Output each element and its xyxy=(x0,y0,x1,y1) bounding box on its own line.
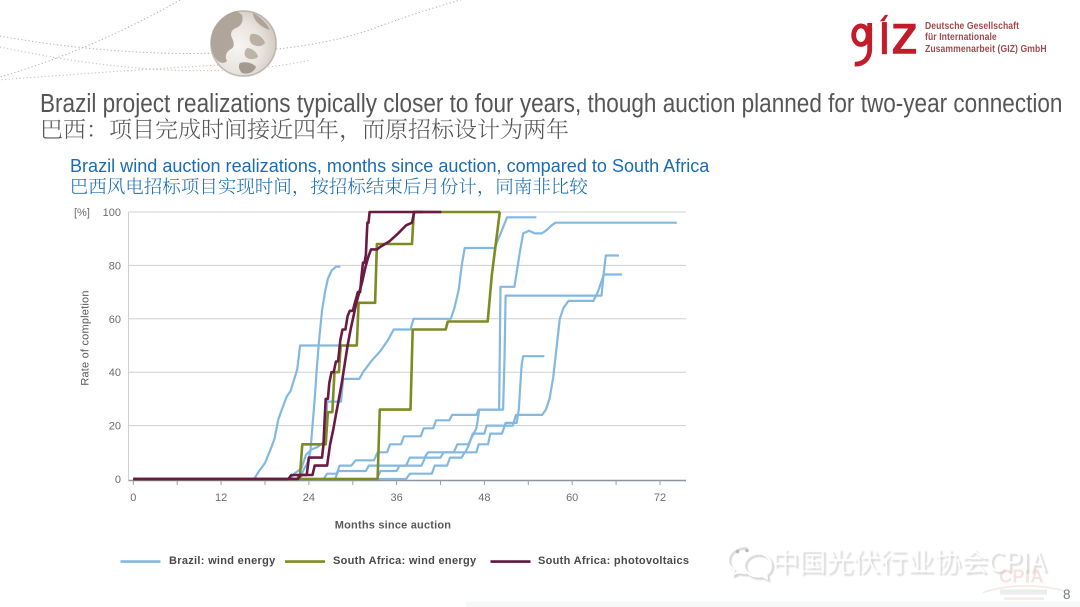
svg-text:48: 48 xyxy=(478,492,490,504)
svg-text:CPIA: CPIA xyxy=(999,567,1044,587)
svg-text:100: 100 xyxy=(103,207,121,219)
svg-text:72: 72 xyxy=(654,492,666,504)
svg-text:0: 0 xyxy=(130,492,136,504)
svg-text:24: 24 xyxy=(303,492,315,504)
svg-text:12: 12 xyxy=(215,492,227,504)
svg-text:Rate of completion: Rate of completion xyxy=(80,290,92,385)
svg-text:60: 60 xyxy=(566,492,578,504)
svg-text:40: 40 xyxy=(109,367,121,379)
svg-text:[%]: [%] xyxy=(74,207,90,219)
svg-text:20: 20 xyxy=(109,421,121,433)
svg-text:80: 80 xyxy=(109,260,121,272)
svg-text:36: 36 xyxy=(390,492,402,504)
svg-text:Months since auction: Months since auction xyxy=(335,520,452,532)
svg-text:0: 0 xyxy=(115,474,121,486)
svg-text:60: 60 xyxy=(109,314,121,326)
svg-text:8: 8 xyxy=(1063,587,1071,602)
